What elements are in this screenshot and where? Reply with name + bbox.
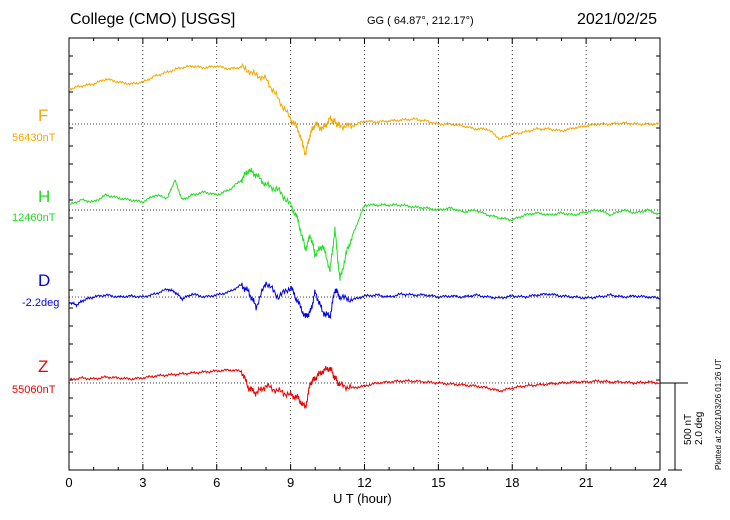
x-tick-label: 12 xyxy=(357,475,371,490)
channel-label-z: Z xyxy=(38,357,49,376)
x-axis-label: U T (hour) xyxy=(333,491,392,506)
scale-deg-label: 2.0 deg xyxy=(694,411,705,445)
x-tick-label: 3 xyxy=(139,475,146,490)
baseline-label-f: 56430nT xyxy=(12,132,56,144)
series-trace-z xyxy=(68,365,661,409)
plotted-timestamp: Plotted at 2021/03/26 01:26 UT xyxy=(714,358,723,470)
x-tick-label: 24 xyxy=(653,475,667,490)
channel-label-h: H xyxy=(38,187,51,206)
plot-date: 2021/02/25 xyxy=(577,11,658,28)
geo-coordinates: GG ( 64.87°, 212.17°) xyxy=(367,15,474,27)
channel-label-d: D xyxy=(38,271,51,290)
channel-label-f: F xyxy=(38,106,49,125)
baseline-label-d: -2.2deg xyxy=(22,297,60,309)
series-trace-h xyxy=(68,167,661,281)
series-trace-d xyxy=(68,281,661,319)
station-title: College (CMO) [USGS] xyxy=(70,11,236,28)
x-tick-label: 0 xyxy=(65,475,72,490)
series-trace-f xyxy=(68,62,661,156)
x-tick-label: 6 xyxy=(213,475,220,490)
x-tick-label: 15 xyxy=(431,475,445,490)
baseline-label-h: 12460nT xyxy=(12,212,56,224)
x-tick-label: 18 xyxy=(505,475,519,490)
x-tick-label: 9 xyxy=(287,475,294,490)
x-tick-label: 21 xyxy=(579,475,593,490)
baseline-label-z: 55060nT xyxy=(12,384,56,396)
scale-nt-label: 500 nT xyxy=(683,413,694,445)
